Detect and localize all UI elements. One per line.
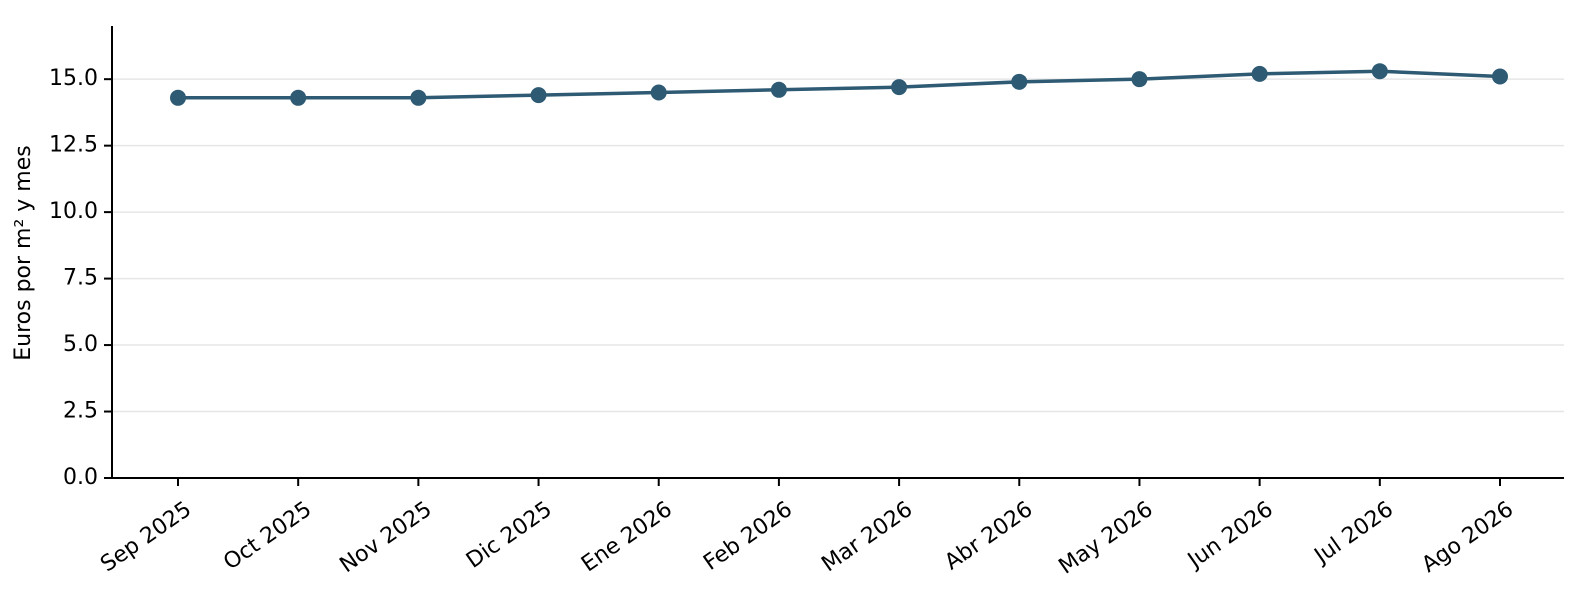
series-line [178, 69, 1501, 100]
x-tick-label: Jul 2026 [1309, 497, 1398, 570]
y-axis-ticks: 0.0 2.5 5.0 7.5 10.0 12.5 15.0 [49, 66, 112, 490]
y-tick-label: 12.5 [49, 133, 98, 158]
data-point [650, 84, 667, 101]
x-tick-label: Abr 2026 [940, 497, 1037, 575]
x-tick-label: Ago 2026 [1417, 497, 1518, 578]
data-point [170, 89, 186, 106]
y-tick-label: 10.0 [49, 199, 98, 224]
x-tick-label: Jun 2026 [1182, 497, 1278, 574]
x-tick-label: Ene 2026 [577, 497, 677, 577]
y-tick-label: 7.5 [63, 266, 98, 291]
data-point [530, 87, 547, 104]
data-point [410, 89, 427, 106]
data-point [1371, 63, 1388, 80]
gridlines [112, 78, 1564, 413]
x-axis-ticks: Sep 2025 Oct 2025 Nov 2025 Dic 2025 Ene 2026… [96, 478, 1518, 580]
y-axis-title: Euros por m² y mes [11, 145, 36, 360]
series-group [170, 63, 1508, 106]
x-tick-label: Mar 2026 [817, 497, 917, 577]
data-point [891, 79, 908, 96]
data-point [1492, 68, 1508, 85]
y-tick-label: 5.0 [63, 332, 98, 357]
y-tick-label: 2.5 [63, 399, 98, 424]
x-tick-label: Oct 2025 [219, 497, 316, 575]
x-tick-label: Nov 2025 [335, 497, 436, 578]
data-point [1011, 73, 1028, 90]
x-tick-label: Sep 2025 [96, 497, 196, 577]
y-tick-label: 15.0 [49, 66, 98, 91]
y-tick-label: 0.0 [63, 465, 98, 490]
x-tick-label: Dic 2025 [462, 497, 557, 574]
data-point [290, 89, 307, 106]
data-point [770, 81, 787, 98]
x-tick-label: May 2026 [1054, 497, 1157, 580]
data-point [1251, 65, 1268, 82]
x-tick-label: Feb 2026 [699, 497, 797, 576]
data-point [1131, 71, 1148, 88]
